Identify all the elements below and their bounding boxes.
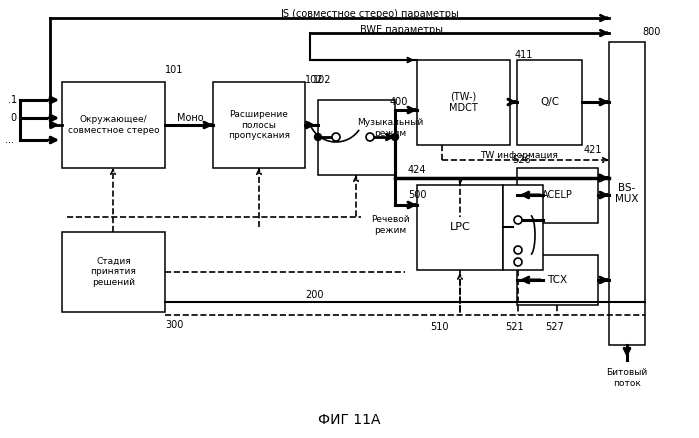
Circle shape (514, 246, 522, 254)
Text: 800: 800 (642, 27, 661, 37)
Text: 411: 411 (515, 50, 533, 60)
Text: (TW-)
MDCT: (TW-) MDCT (449, 92, 478, 113)
Bar (503, 185, 543, 270)
Text: TCX: TCX (547, 275, 568, 285)
Text: Расширение
полосы
пропускания: Расширение полосы пропускания (228, 110, 290, 140)
Text: LPC: LPC (449, 223, 470, 233)
Text: 527: 527 (545, 322, 564, 332)
Text: 200: 200 (305, 290, 324, 300)
Bar (417, 185, 503, 270)
Bar (417, 60, 510, 145)
Circle shape (366, 133, 374, 141)
Circle shape (514, 216, 522, 224)
Text: .1: .1 (8, 95, 17, 105)
Text: 102: 102 (305, 75, 324, 85)
Text: 510: 510 (430, 322, 449, 332)
Bar (318, 100, 395, 175)
Circle shape (391, 134, 398, 141)
Text: 521: 521 (505, 322, 524, 332)
Text: TW информация: TW информация (480, 151, 558, 159)
Text: 0: 0 (10, 113, 16, 123)
Text: Музыкальный
режим: Музыкальный режим (357, 118, 423, 138)
Bar (62, 82, 165, 168)
Bar (517, 60, 582, 145)
Circle shape (315, 134, 322, 141)
Bar (517, 255, 598, 305)
Bar (62, 232, 165, 312)
Circle shape (514, 258, 522, 266)
Text: 526: 526 (512, 155, 531, 165)
Text: 424: 424 (408, 165, 426, 175)
Text: Q/C: Q/C (540, 98, 559, 107)
Bar (609, 42, 645, 345)
Text: Моно: Моно (177, 113, 203, 123)
Bar (213, 82, 305, 168)
Text: 500: 500 (408, 190, 426, 200)
Text: BWE параметры: BWE параметры (360, 25, 443, 35)
Text: Речевой
режим: Речевой режим (370, 215, 410, 235)
Text: JS (совместное стерео) параметры: JS (совместное стерео) параметры (280, 9, 459, 19)
Text: 300: 300 (165, 320, 183, 330)
Text: Битовый
поток: Битовый поток (606, 368, 648, 388)
Text: Окружающее/
совместное стерео: Окружающее/ совместное стерео (68, 115, 159, 135)
Text: ...: ... (6, 135, 15, 145)
Text: 400: 400 (390, 97, 408, 107)
Text: BS-
MUX: BS- MUX (615, 183, 639, 204)
Text: ACELP: ACELP (542, 191, 573, 201)
Text: ФИГ 11А: ФИГ 11А (318, 413, 380, 427)
Text: Стадия
принятия
решений: Стадия принятия решений (91, 257, 136, 287)
Circle shape (332, 133, 340, 141)
Text: 102: 102 (313, 75, 331, 85)
Text: 101: 101 (165, 65, 183, 75)
Bar (517, 168, 598, 223)
Text: 421: 421 (584, 145, 603, 155)
